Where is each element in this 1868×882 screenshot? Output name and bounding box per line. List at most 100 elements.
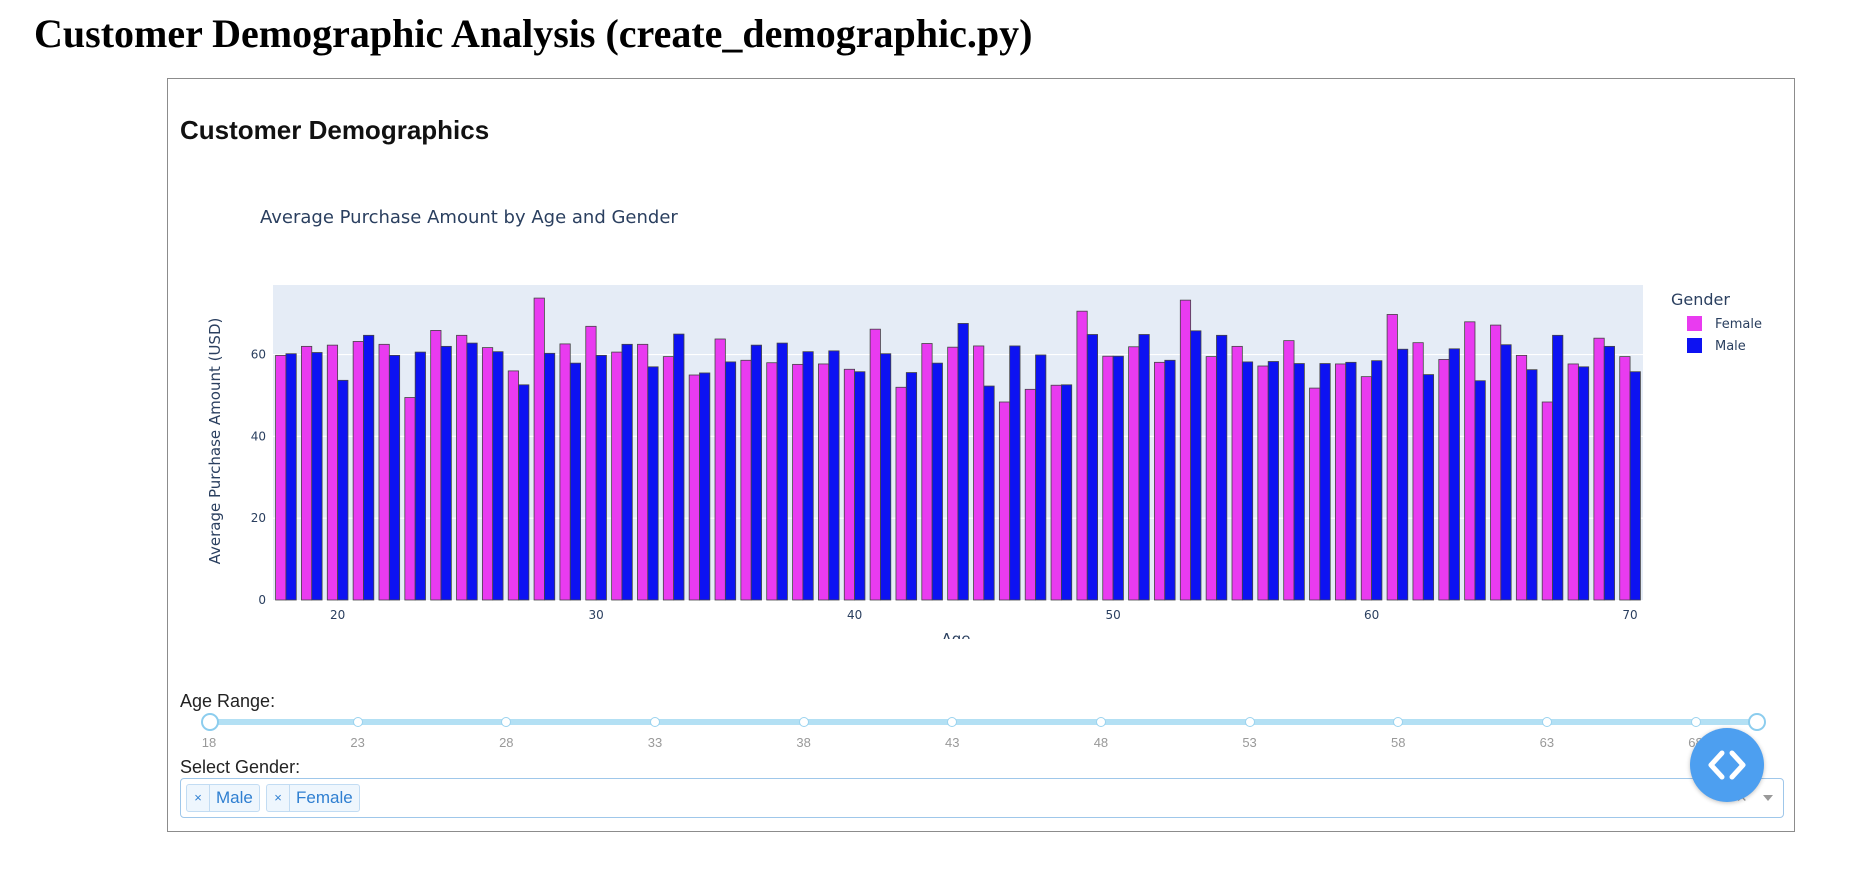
slider-mark-label[interactable]: 28 (499, 735, 514, 750)
bar-male[interactable] (285, 353, 297, 601)
slider-mark-label[interactable]: 18 (201, 735, 217, 750)
slider-mark-label[interactable]: 63 (1539, 735, 1555, 750)
bar-male[interactable] (983, 385, 995, 601)
bar-male[interactable] (931, 362, 943, 601)
bar-female[interactable] (456, 334, 468, 601)
bar-male[interactable] (1371, 360, 1383, 601)
bar-male[interactable] (1500, 344, 1512, 601)
bar-male[interactable] (388, 354, 401, 601)
bar-female[interactable] (1593, 337, 1605, 601)
bar-male[interactable] (724, 361, 737, 601)
bar-male[interactable] (828, 350, 840, 601)
bar-male[interactable] (414, 351, 426, 601)
bar-male[interactable] (337, 379, 349, 601)
bar-female[interactable] (481, 347, 494, 601)
bar-female[interactable] (1283, 340, 1295, 601)
bar-female[interactable] (1438, 359, 1450, 601)
bar-female[interactable] (1179, 299, 1192, 601)
bar-female[interactable] (1360, 376, 1372, 601)
bar-male[interactable] (1060, 384, 1073, 601)
slider-mark-label[interactable]: 38 (796, 735, 811, 750)
bar-female[interactable] (1334, 363, 1347, 601)
bar-female[interactable] (869, 328, 881, 601)
bar-male[interactable] (1216, 334, 1228, 601)
bar-male[interactable] (621, 343, 633, 601)
remove-female-icon[interactable]: × (267, 785, 290, 811)
bar-female[interactable] (301, 345, 313, 601)
bar-male[interactable] (1190, 330, 1202, 601)
bar-female[interactable] (1205, 356, 1217, 601)
chevron-down-icon[interactable] (1763, 795, 1773, 801)
slider-mark-label[interactable]: 33 (647, 735, 663, 750)
bar-female[interactable] (1102, 355, 1114, 601)
bar-male[interactable] (647, 366, 659, 601)
bar-female[interactable] (404, 397, 416, 601)
bar-female[interactable] (688, 374, 700, 601)
bar-female[interactable] (998, 401, 1011, 601)
bar-male[interactable] (1345, 361, 1357, 601)
bar-female[interactable] (430, 330, 442, 601)
bar-male[interactable] (1112, 355, 1124, 601)
bar-male[interactable] (1086, 334, 1098, 601)
bar-female[interactable] (792, 363, 804, 601)
bar-male[interactable] (957, 323, 969, 601)
bar-female[interactable] (1024, 388, 1036, 601)
dev-tools-button[interactable] (1690, 728, 1764, 802)
bar-female[interactable] (352, 341, 364, 601)
legend-item-male[interactable]: Male (1687, 338, 1746, 354)
bar-female[interactable] (1567, 363, 1579, 601)
bar-female[interactable] (275, 354, 287, 601)
bar-male[interactable] (1138, 334, 1150, 601)
bar-male[interactable] (1526, 369, 1538, 601)
bar-male[interactable] (1035, 354, 1047, 601)
bar-male[interactable] (1629, 371, 1641, 601)
bar-male[interactable] (492, 351, 504, 601)
bar-female[interactable] (1386, 314, 1398, 601)
bar-female[interactable] (1490, 324, 1502, 601)
bar-male[interactable] (750, 344, 762, 601)
bar-male[interactable] (569, 362, 582, 601)
bar-female[interactable] (843, 368, 856, 601)
bar-female[interactable] (973, 345, 985, 601)
bar-female[interactable] (1541, 401, 1553, 601)
bar-male[interactable] (802, 351, 814, 601)
bar-female[interactable] (895, 386, 907, 601)
bar-female[interactable] (818, 363, 830, 601)
bar-male[interactable] (311, 352, 323, 601)
bar-male[interactable] (699, 372, 711, 601)
bar-male[interactable] (1474, 380, 1486, 601)
bar-female[interactable] (921, 343, 933, 601)
bar-male[interactable] (1241, 361, 1254, 601)
slider-handle-min[interactable] (201, 713, 219, 731)
bar-male[interactable] (1397, 348, 1409, 601)
bar-female[interactable] (326, 344, 339, 601)
slider-handle-max[interactable] (1748, 713, 1766, 731)
bar-female[interactable] (714, 338, 726, 601)
bar-male[interactable] (544, 352, 556, 601)
bar-female[interactable] (1309, 387, 1321, 601)
gender-multiselect[interactable]: × Male × Female × (180, 778, 1784, 818)
bar-male[interactable] (1448, 348, 1460, 601)
bar-chart[interactable]: Average Purchase Amount by Age and Gende… (168, 79, 1793, 639)
bar-female[interactable] (1128, 346, 1140, 601)
slider-mark-label[interactable]: 53 (1242, 735, 1257, 750)
bar-female[interactable] (1257, 365, 1269, 601)
bar-female[interactable] (947, 346, 959, 601)
bar-male[interactable] (1422, 374, 1435, 601)
bar-female[interactable] (1464, 321, 1476, 601)
bar-male[interactable] (440, 345, 452, 601)
slider-mark-label[interactable]: 23 (350, 735, 365, 750)
bar-male[interactable] (1577, 366, 1590, 601)
bar-male[interactable] (854, 371, 866, 601)
bar-female[interactable] (1619, 356, 1631, 601)
bar-male[interactable] (880, 353, 892, 601)
bar-male[interactable] (1293, 363, 1305, 601)
bar-female[interactable] (1050, 384, 1062, 601)
bar-male[interactable] (363, 334, 375, 601)
bar-female[interactable] (533, 297, 545, 601)
bar-male[interactable] (466, 342, 478, 601)
bar-female[interactable] (1412, 342, 1424, 601)
bar-female[interactable] (1154, 361, 1166, 601)
bar-female[interactable] (662, 356, 675, 601)
bar-male[interactable] (518, 384, 530, 601)
